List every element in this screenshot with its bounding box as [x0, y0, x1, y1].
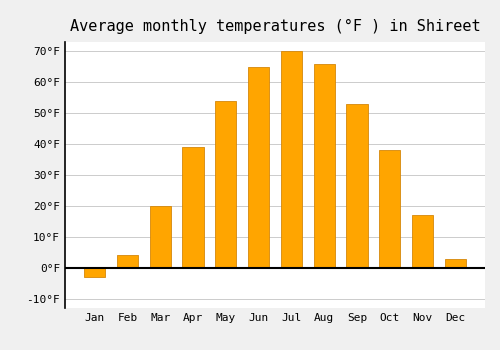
Title: Average monthly temperatures (°F ) in Shireet: Average monthly temperatures (°F ) in Sh…: [70, 19, 480, 34]
Bar: [117, 256, 138, 268]
Bar: [84, 268, 106, 277]
Bar: [346, 104, 368, 268]
Bar: [412, 215, 433, 268]
Bar: [379, 150, 400, 268]
Bar: [314, 64, 335, 268]
Bar: [215, 101, 236, 268]
Bar: [248, 67, 270, 268]
Bar: [444, 259, 466, 268]
Bar: [280, 51, 302, 268]
Bar: [150, 206, 171, 268]
Bar: [182, 147, 204, 268]
